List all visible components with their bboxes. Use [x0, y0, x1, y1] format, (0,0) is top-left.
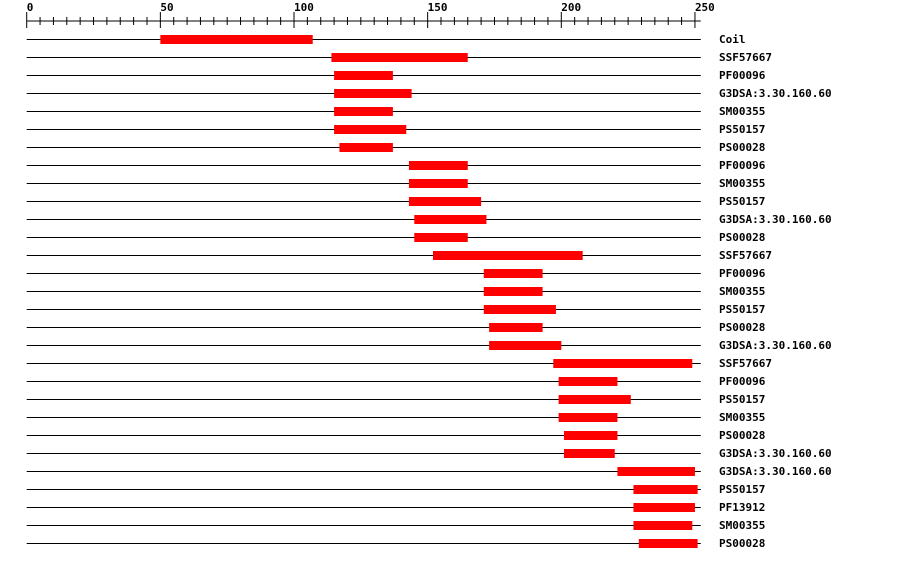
feature-label: PF00096 [719, 267, 766, 280]
feature-label: PS00028 [719, 321, 765, 334]
feature-label: PS50157 [719, 393, 765, 406]
feature-bar [558, 377, 618, 386]
axis-tick-label: 0 [27, 1, 34, 14]
feature-bar [408, 161, 468, 170]
feature-track: G3DSA:3.30.160.60 [26, 447, 832, 460]
feature-track: G3DSA:3.30.160.60 [26, 339, 832, 352]
feature-track: PS50157 [26, 123, 765, 136]
feature-label: PS50157 [719, 303, 765, 316]
feature-track: SSF57667 [26, 51, 772, 64]
feature-bar [331, 53, 468, 62]
feature-track: PS50157 [26, 195, 765, 208]
feature-track: SM00355 [26, 105, 765, 118]
feature-track: SM00355 [26, 285, 765, 298]
feature-label: G3DSA:3.30.160.60 [719, 213, 832, 226]
feature-bar [558, 413, 618, 422]
feature-label: SM00355 [719, 519, 765, 532]
feature-track: PF00096 [26, 159, 766, 172]
feature-bar [563, 431, 618, 440]
feature-bar [558, 395, 631, 404]
feature-bar [633, 485, 698, 494]
feature-label: SSF57667 [719, 249, 772, 262]
feature-track: PS00028 [26, 321, 765, 334]
feature-track: SM00355 [26, 177, 765, 190]
axis-tick-label: 150 [428, 1, 448, 14]
feature-label: SM00355 [719, 105, 765, 118]
feature-bar [414, 233, 468, 242]
feature-track: PS00028 [26, 141, 765, 154]
feature-bar [633, 521, 693, 530]
feature-label: PS00028 [719, 537, 765, 550]
feature-bar [489, 341, 562, 350]
feature-track: PS00028 [26, 429, 765, 442]
feature-track: PF00096 [26, 69, 766, 82]
feature-label: PF00096 [719, 69, 766, 82]
feature-label: PS00028 [719, 231, 765, 244]
feature-label: SSF57667 [719, 51, 772, 64]
feature-bar [638, 539, 698, 548]
feature-label: PS50157 [719, 195, 765, 208]
feature-label: PF00096 [719, 375, 766, 388]
feature-track: G3DSA:3.30.160.60 [26, 213, 832, 226]
feature-label: PS50157 [719, 123, 765, 136]
feature-bar [414, 215, 487, 224]
feature-bar [432, 251, 583, 260]
feature-track: PS00028 [26, 231, 765, 244]
feature-track: G3DSA:3.30.160.60 [26, 465, 832, 478]
feature-bar [563, 449, 615, 458]
feature-track: PF00096 [26, 375, 766, 388]
feature-label: SSF57667 [719, 357, 772, 370]
feature-bar [489, 323, 543, 332]
feature-track: SM00355 [26, 519, 765, 532]
feature-bar [408, 179, 468, 188]
feature-track: SSF57667 [26, 357, 772, 370]
feature-bar [483, 287, 543, 296]
feature-track: PF00096 [26, 267, 766, 280]
feature-track: PS00028 [26, 537, 765, 550]
feature-label: Coil [719, 33, 746, 46]
feature-bar [334, 107, 393, 116]
feature-label: G3DSA:3.30.160.60 [719, 465, 832, 478]
feature-label: SM00355 [719, 411, 765, 424]
feature-label: G3DSA:3.30.160.60 [719, 339, 832, 352]
feature-label: G3DSA:3.30.160.60 [719, 87, 832, 100]
feature-track: PF13912 [26, 501, 765, 514]
feature-bar [483, 269, 543, 278]
feature-bar [617, 467, 695, 476]
feature-track: G3DSA:3.30.160.60 [26, 87, 832, 100]
feature-bar [334, 71, 393, 80]
feature-label: PS00028 [719, 141, 765, 154]
feature-bar [633, 503, 695, 512]
feature-bar [334, 89, 412, 98]
feature-bar [334, 125, 407, 134]
feature-label: SM00355 [719, 285, 765, 298]
feature-label: PS00028 [719, 429, 765, 442]
feature-track: PS50157 [26, 303, 765, 316]
feature-track: PS50157 [26, 483, 765, 496]
feature-label: PF13912 [719, 501, 765, 514]
feature-bar [483, 305, 556, 314]
axis-tick-label: 250 [695, 1, 715, 14]
feature-label: SM00355 [719, 177, 765, 190]
feature-label: PF00096 [719, 159, 766, 172]
feature-label: G3DSA:3.30.160.60 [719, 447, 832, 460]
feature-bar [408, 197, 482, 206]
feature-track: SSF57667 [26, 249, 772, 262]
axis-tick-label: 100 [294, 1, 314, 14]
feature-track: SM00355 [26, 411, 765, 424]
feature-bar [160, 35, 313, 44]
feature-track: Coil [26, 33, 746, 46]
feature-bar [339, 143, 393, 152]
feature-label: PS50157 [719, 483, 765, 496]
feature-bar [553, 359, 693, 368]
axis-tick-label: 200 [561, 1, 581, 14]
feature-track: PS50157 [26, 393, 765, 406]
axis-tick-label: 50 [160, 1, 173, 14]
